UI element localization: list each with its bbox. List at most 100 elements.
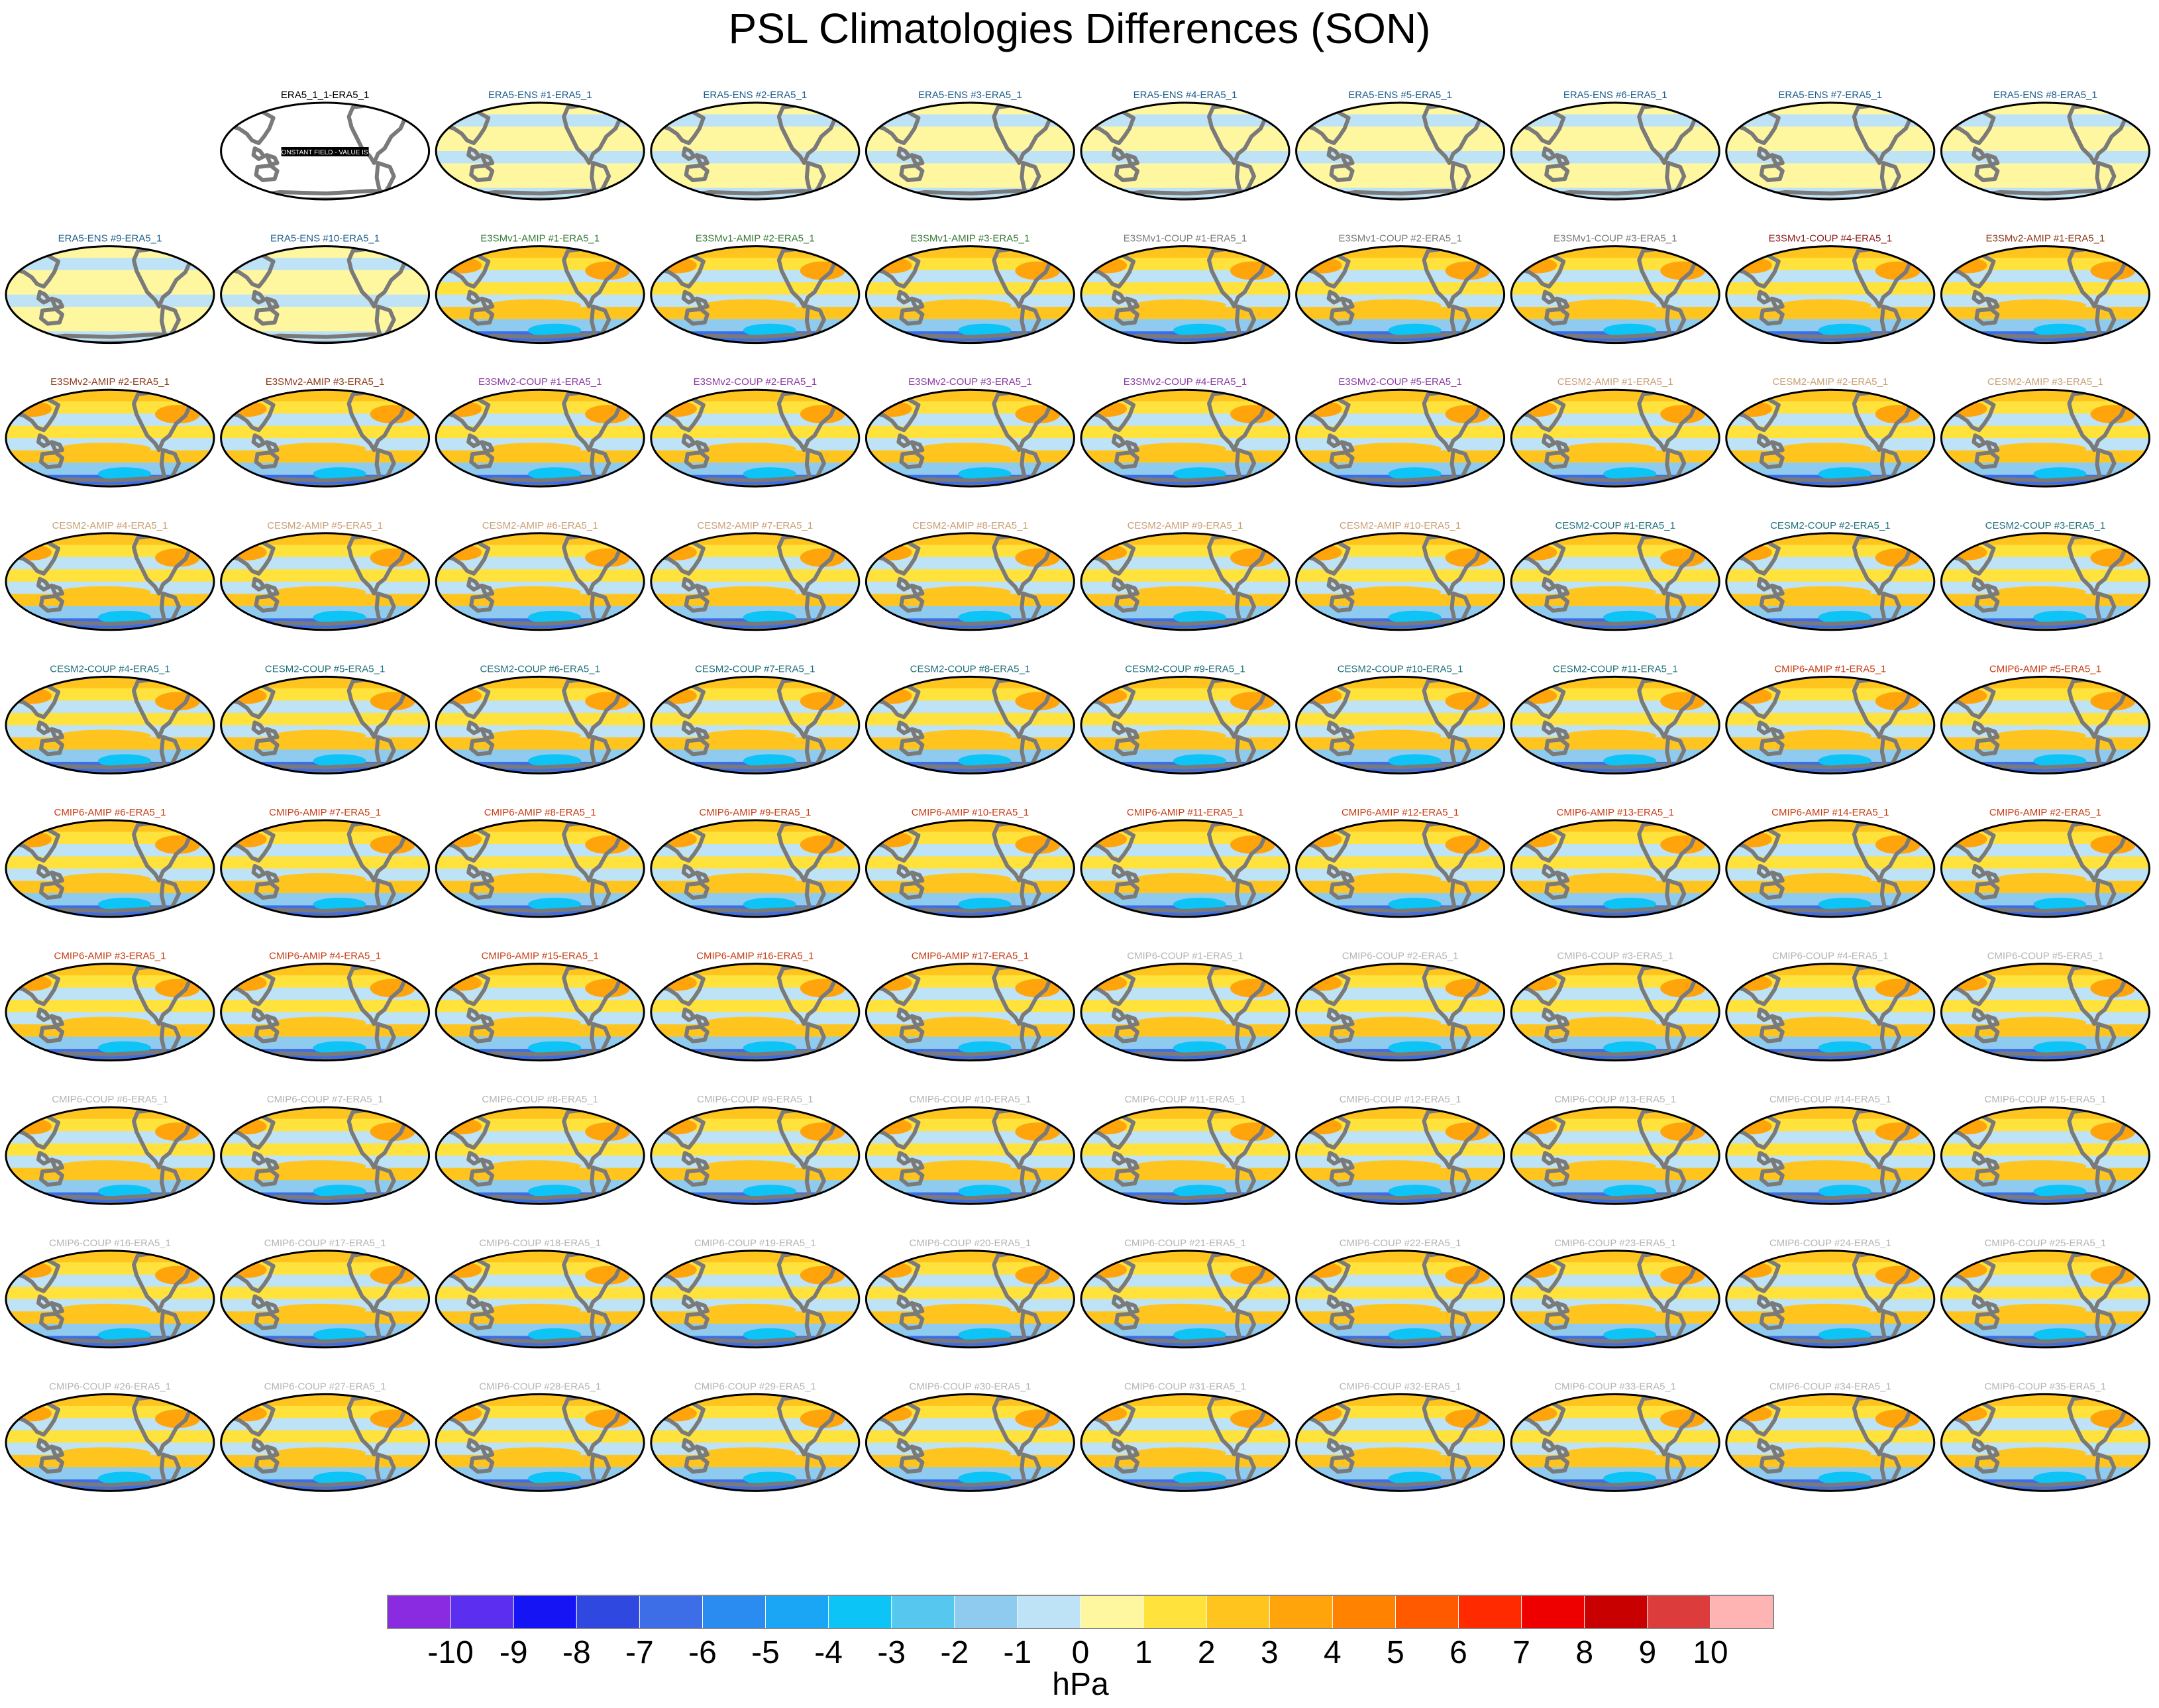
map-panel: ERA5-ENS #2-ERA5_1 xyxy=(650,89,861,201)
map-frame xyxy=(865,1250,1075,1349)
map-panel: CMIP6-COUP #26-ERA5_1 xyxy=(5,1381,215,1492)
map-panel: CMIP6-AMIP #5-ERA5_1 xyxy=(1940,663,2150,774)
panel-title: CMIP6-COUP #14-ERA5_1 xyxy=(1769,1094,1891,1105)
map-frame xyxy=(1295,245,1506,345)
colorbar-tick-label: -8 xyxy=(562,1635,591,1670)
map-frame xyxy=(1080,101,1290,201)
map-frame xyxy=(1080,245,1290,345)
panel-title: ERA5-ENS #3-ERA5_1 xyxy=(918,89,1022,101)
colorbar-swatch xyxy=(450,1595,515,1629)
panel-title: E3SMv2-COUP #3-ERA5_1 xyxy=(908,376,1031,388)
panel-title: E3SMv2-COUP #4-ERA5_1 xyxy=(1124,376,1247,388)
colorbar-tick-label: 9 xyxy=(1638,1635,1656,1670)
map-panel: E3SMv2-COUP #3-ERA5_1 xyxy=(865,376,1075,488)
colorbar-tick-label: 3 xyxy=(1261,1635,1279,1670)
panel-field xyxy=(1941,390,2150,487)
colorbar-swatch xyxy=(1395,1595,1459,1629)
map-frame xyxy=(650,1393,861,1492)
figure-title: PSL Climatologies Differences (SON) xyxy=(728,5,1431,52)
panel-field xyxy=(6,1250,214,1348)
panel-title: E3SMv2-COUP #2-ERA5_1 xyxy=(694,376,817,388)
panel-title: CESM2-COUP #5-ERA5_1 xyxy=(265,663,385,674)
map-panel: CESM2-COUP #6-ERA5_1 xyxy=(435,663,645,774)
map-frame xyxy=(650,245,861,345)
map-panel: CESM2-COUP #11-ERA5_1 xyxy=(1510,663,1720,774)
panel-title: CESM2-COUP #4-ERA5_1 xyxy=(50,663,170,674)
map-panel: E3SMv2-COUP #4-ERA5_1 xyxy=(1080,376,1290,488)
panel-title: CESM2-AMIP #1-ERA5_1 xyxy=(1557,376,1673,388)
map-panel: CMIP6-AMIP #11-ERA5_1 xyxy=(1080,807,1290,918)
map-panel: CESM2-COUP #1-ERA5_1 xyxy=(1510,520,1720,631)
map-frame xyxy=(5,532,215,631)
panel-title: CMIP6-COUP #16-ERA5_1 xyxy=(49,1238,171,1249)
map-panel: CMIP6-COUP #12-ERA5_1 xyxy=(1295,1094,1506,1205)
colorbar-swatch xyxy=(765,1595,829,1629)
map-frame xyxy=(1510,675,1720,774)
panel-field xyxy=(1511,390,1720,487)
map-panel: ERA5-ENS #5-ERA5_1 xyxy=(1295,89,1506,201)
map-panel: CMIP6-COUP #23-ERA5_1 xyxy=(1510,1238,1720,1349)
map-frame xyxy=(650,963,861,1062)
map-panel: CESM2-COUP #4-ERA5_1 xyxy=(5,663,215,774)
map-frame xyxy=(1510,101,1720,201)
map-panel: CMIP6-AMIP #9-ERA5_1 xyxy=(650,807,861,918)
panel-title: CESM2-AMIP #4-ERA5_1 xyxy=(52,520,168,531)
panel-title: CMIP6-COUP #20-ERA5_1 xyxy=(909,1238,1031,1249)
panel-title: CMIP6-AMIP #7-ERA5_1 xyxy=(269,807,381,818)
colorbar-swatch xyxy=(387,1595,452,1629)
colorbar-swatch xyxy=(1080,1595,1145,1629)
panel-title: CESM2-AMIP #2-ERA5_1 xyxy=(1772,376,1888,388)
panel-field xyxy=(6,676,214,774)
panel-title: CMIP6-AMIP #4-ERA5_1 xyxy=(269,951,381,962)
panel-title: CMIP6-COUP #23-ERA5_1 xyxy=(1554,1238,1676,1249)
map-panel: CMIP6-AMIP #15-ERA5_1 xyxy=(435,951,645,1062)
map-panel: ERA5-ENS #1-ERA5_1 xyxy=(435,89,645,201)
map-panel: CMIP6-AMIP #8-ERA5_1 xyxy=(435,807,645,918)
panel-field xyxy=(1941,533,2150,630)
map-frame xyxy=(1940,963,2150,1062)
colorbar-swatch xyxy=(1584,1595,1648,1629)
map-panel: CMIP6-COUP #16-ERA5_1 xyxy=(5,1238,215,1349)
panel-title: E3SMv2-COUP #5-ERA5_1 xyxy=(1338,376,1461,388)
map-frame xyxy=(1940,388,2150,488)
map-panel: E3SMv1-AMIP #3-ERA5_1 xyxy=(865,233,1075,345)
map-panel: ERA5-ENS #9-ERA5_1 xyxy=(5,233,215,345)
panel-title: ERA5-ENS #5-ERA5_1 xyxy=(1348,89,1452,101)
panel-title: CESM2-AMIP #10-ERA5_1 xyxy=(1340,520,1461,531)
map-panel: CESM2-AMIP #10-ERA5_1 xyxy=(1295,520,1506,631)
map-panel: CMIP6-COUP #32-ERA5_1 xyxy=(1295,1381,1506,1492)
panel-title: CMIP6-AMIP #13-ERA5_1 xyxy=(1557,807,1674,818)
panel-title: ERA5-ENS #7-ERA5_1 xyxy=(1778,89,1882,101)
panel-title: CMIP6-COUP #7-ERA5_1 xyxy=(267,1094,384,1105)
map-frame xyxy=(220,1250,431,1349)
map-panel: CMIP6-COUP #14-ERA5_1 xyxy=(1725,1094,1936,1205)
map-panel: E3SMv1-AMIP #1-ERA5_1 xyxy=(435,233,645,345)
panel-title: ERA5_1_1-ERA5_1 xyxy=(281,89,369,101)
panel-title: CMIP6-AMIP #9-ERA5_1 xyxy=(699,807,811,818)
map-panel: CESM2-AMIP #4-ERA5_1 xyxy=(5,520,215,631)
panel-title: E3SMv1-COUP #4-ERA5_1 xyxy=(1769,233,1892,244)
colorbar-tick-label: 7 xyxy=(1512,1635,1530,1670)
colorbar-tick-label: 10 xyxy=(1693,1635,1728,1670)
map-panel: ERA5-ENS #6-ERA5_1 xyxy=(1510,89,1720,201)
map-frame xyxy=(1295,675,1506,774)
panel-title: CMIP6-COUP #5-ERA5_1 xyxy=(1987,951,2104,962)
panel-title: CMIP6-AMIP #17-ERA5_1 xyxy=(912,951,1029,962)
colorbar-tick-label: -2 xyxy=(940,1635,969,1670)
panel-title: E3SMv1-COUP #3-ERA5_1 xyxy=(1553,233,1677,244)
colorbar-swatch xyxy=(702,1595,766,1629)
colorbar-swatch xyxy=(828,1595,892,1629)
map-panel: E3SMv2-AMIP #2-ERA5_1 xyxy=(5,376,215,488)
map-panel: ERA5-ENS #3-ERA5_1 xyxy=(865,89,1075,201)
panel-field xyxy=(1511,246,1720,343)
panel-title: CESM2-AMIP #3-ERA5_1 xyxy=(1987,376,2103,388)
panel-title: CESM2-COUP #7-ERA5_1 xyxy=(695,663,815,674)
map-panel: CESM2-COUP #7-ERA5_1 xyxy=(650,663,861,774)
panel-title: CMIP6-COUP #18-ERA5_1 xyxy=(479,1238,601,1249)
panel-title: CMIP6-AMIP #1-ERA5_1 xyxy=(1774,663,1886,674)
map-frame xyxy=(1295,1393,1506,1492)
map-frame xyxy=(1940,675,2150,774)
colorbar-tick-label: 0 xyxy=(1072,1635,1090,1670)
map-panel: CESM2-COUP #3-ERA5_1 xyxy=(1940,520,2150,631)
panel-field xyxy=(651,1250,859,1348)
